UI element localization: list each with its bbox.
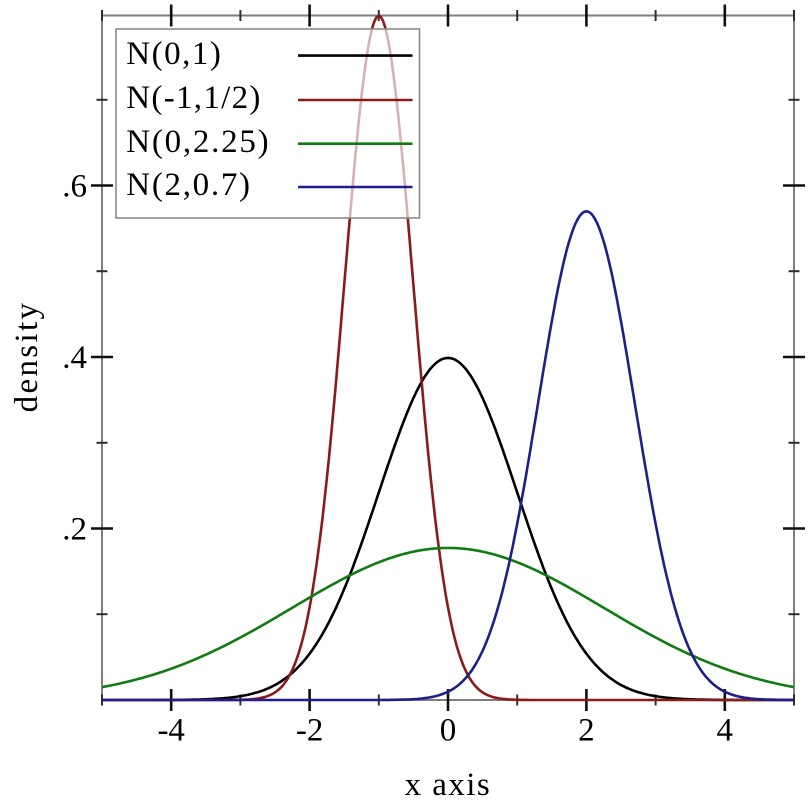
svg-text:-4: -4 <box>157 713 185 749</box>
svg-text:.6: .6 <box>62 168 87 204</box>
svg-text:-2: -2 <box>296 713 324 749</box>
svg-text:.2: .2 <box>62 511 87 547</box>
svg-text:N(-1,1/2): N(-1,1/2) <box>126 80 261 116</box>
svg-text:2: 2 <box>578 713 595 749</box>
svg-text:0: 0 <box>440 713 457 749</box>
svg-text:density: density <box>9 301 45 413</box>
svg-text:.4: .4 <box>62 340 87 376</box>
svg-text:N(2,0.7): N(2,0.7) <box>126 167 251 203</box>
svg-text:N(0,2.25): N(0,2.25) <box>126 124 270 160</box>
svg-text:4: 4 <box>717 713 734 749</box>
svg-text:x axis: x axis <box>405 767 492 803</box>
svg-text:N(0,1): N(0,1) <box>126 36 222 72</box>
